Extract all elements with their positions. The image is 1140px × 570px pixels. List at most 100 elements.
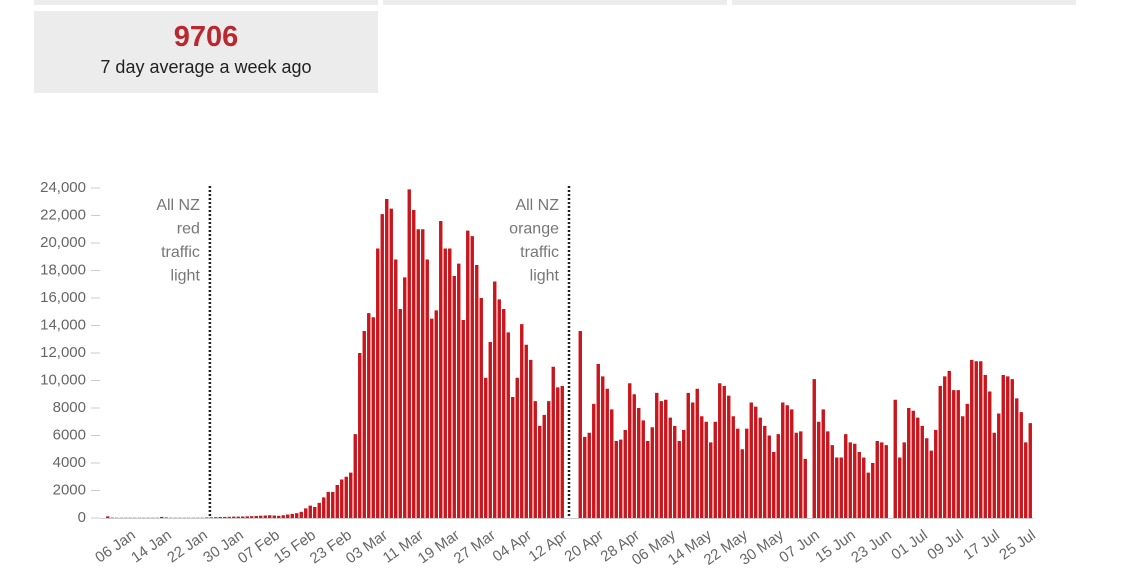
bar	[610, 409, 614, 518]
bar	[601, 376, 605, 518]
bar	[448, 248, 452, 518]
bar	[551, 366, 555, 518]
bar	[1019, 412, 1023, 518]
bar	[691, 402, 695, 518]
bar	[506, 332, 510, 518]
bar	[407, 189, 411, 518]
y-tick-label: 0	[78, 509, 86, 526]
bar	[295, 513, 299, 518]
bar	[322, 497, 326, 518]
bar	[925, 438, 929, 518]
bar	[587, 432, 591, 518]
x-tick-label: 25 Jul	[996, 527, 1039, 564]
bar	[479, 298, 483, 518]
bar	[934, 430, 938, 518]
bar	[344, 476, 348, 518]
x-tick-label: 01 Jul	[888, 527, 931, 564]
bar	[439, 221, 443, 518]
bar	[443, 248, 447, 518]
bar	[880, 442, 884, 518]
bar	[853, 443, 857, 518]
bar	[875, 441, 879, 518]
bar	[740, 449, 744, 518]
bar	[655, 392, 659, 518]
bar	[731, 416, 735, 518]
y-tick-label: 10,000	[40, 371, 86, 388]
bar	[457, 263, 461, 518]
bar	[907, 408, 911, 518]
bar	[677, 441, 681, 518]
bar	[556, 387, 560, 518]
bar	[1028, 423, 1032, 518]
x-tick-label: 03 Mar	[343, 527, 391, 568]
bar	[358, 353, 362, 518]
y-tick-label: 12,000	[40, 344, 86, 361]
bar	[965, 403, 969, 518]
y-tick-label: 16,000	[40, 289, 86, 306]
bar	[245, 516, 249, 518]
x-tick-label: 14 Jan	[128, 527, 175, 567]
bar	[844, 434, 848, 518]
bar	[916, 417, 920, 518]
bar	[871, 463, 875, 518]
bar	[835, 457, 839, 518]
bar	[227, 516, 231, 518]
bar	[682, 430, 686, 518]
bar	[718, 383, 722, 518]
bar	[367, 313, 371, 518]
bar	[623, 430, 627, 518]
bar	[596, 364, 600, 518]
stat-card: 9706 7 day average a week ago	[34, 11, 378, 93]
bar	[1010, 379, 1014, 518]
bar	[659, 401, 663, 518]
bar	[268, 515, 272, 518]
bar	[403, 277, 407, 518]
bar	[304, 508, 308, 518]
bar	[767, 435, 771, 518]
bar	[223, 516, 227, 518]
bar	[272, 515, 276, 518]
bar	[371, 317, 375, 518]
bar	[961, 416, 965, 518]
bar	[817, 421, 821, 518]
bar	[209, 517, 213, 518]
card-stub	[732, 0, 1076, 5]
y-tick-label: 24,000	[40, 179, 86, 196]
bar	[983, 375, 987, 518]
bar	[362, 331, 366, 518]
bar	[700, 416, 704, 518]
bar	[722, 386, 726, 518]
bar	[416, 229, 420, 518]
bar	[385, 199, 389, 518]
bar	[434, 310, 438, 518]
bar	[947, 370, 951, 518]
stat-value: 9706	[173, 21, 239, 53]
bar	[493, 281, 497, 518]
bar	[641, 420, 645, 518]
card-stub	[34, 0, 378, 5]
bar	[619, 439, 623, 518]
bar	[781, 402, 785, 518]
bar	[214, 517, 218, 518]
bar	[1015, 398, 1019, 518]
bar	[520, 324, 524, 518]
bar	[1001, 375, 1005, 518]
bar	[776, 434, 780, 518]
bar	[758, 417, 762, 518]
bar	[992, 432, 996, 518]
annotation-text: traffic	[161, 244, 200, 261]
bar	[484, 377, 488, 518]
bar	[911, 410, 915, 518]
bar	[497, 299, 501, 518]
bar	[592, 403, 596, 518]
stat-label: 7 day average a week ago	[100, 57, 312, 77]
bar	[637, 408, 641, 518]
bar	[938, 386, 942, 518]
bar	[952, 390, 956, 518]
bar	[560, 386, 564, 518]
bar	[470, 236, 474, 518]
bar	[398, 309, 402, 518]
bar	[349, 472, 353, 518]
x-tick-label: 12 Apr	[526, 527, 571, 566]
bar	[538, 425, 542, 518]
